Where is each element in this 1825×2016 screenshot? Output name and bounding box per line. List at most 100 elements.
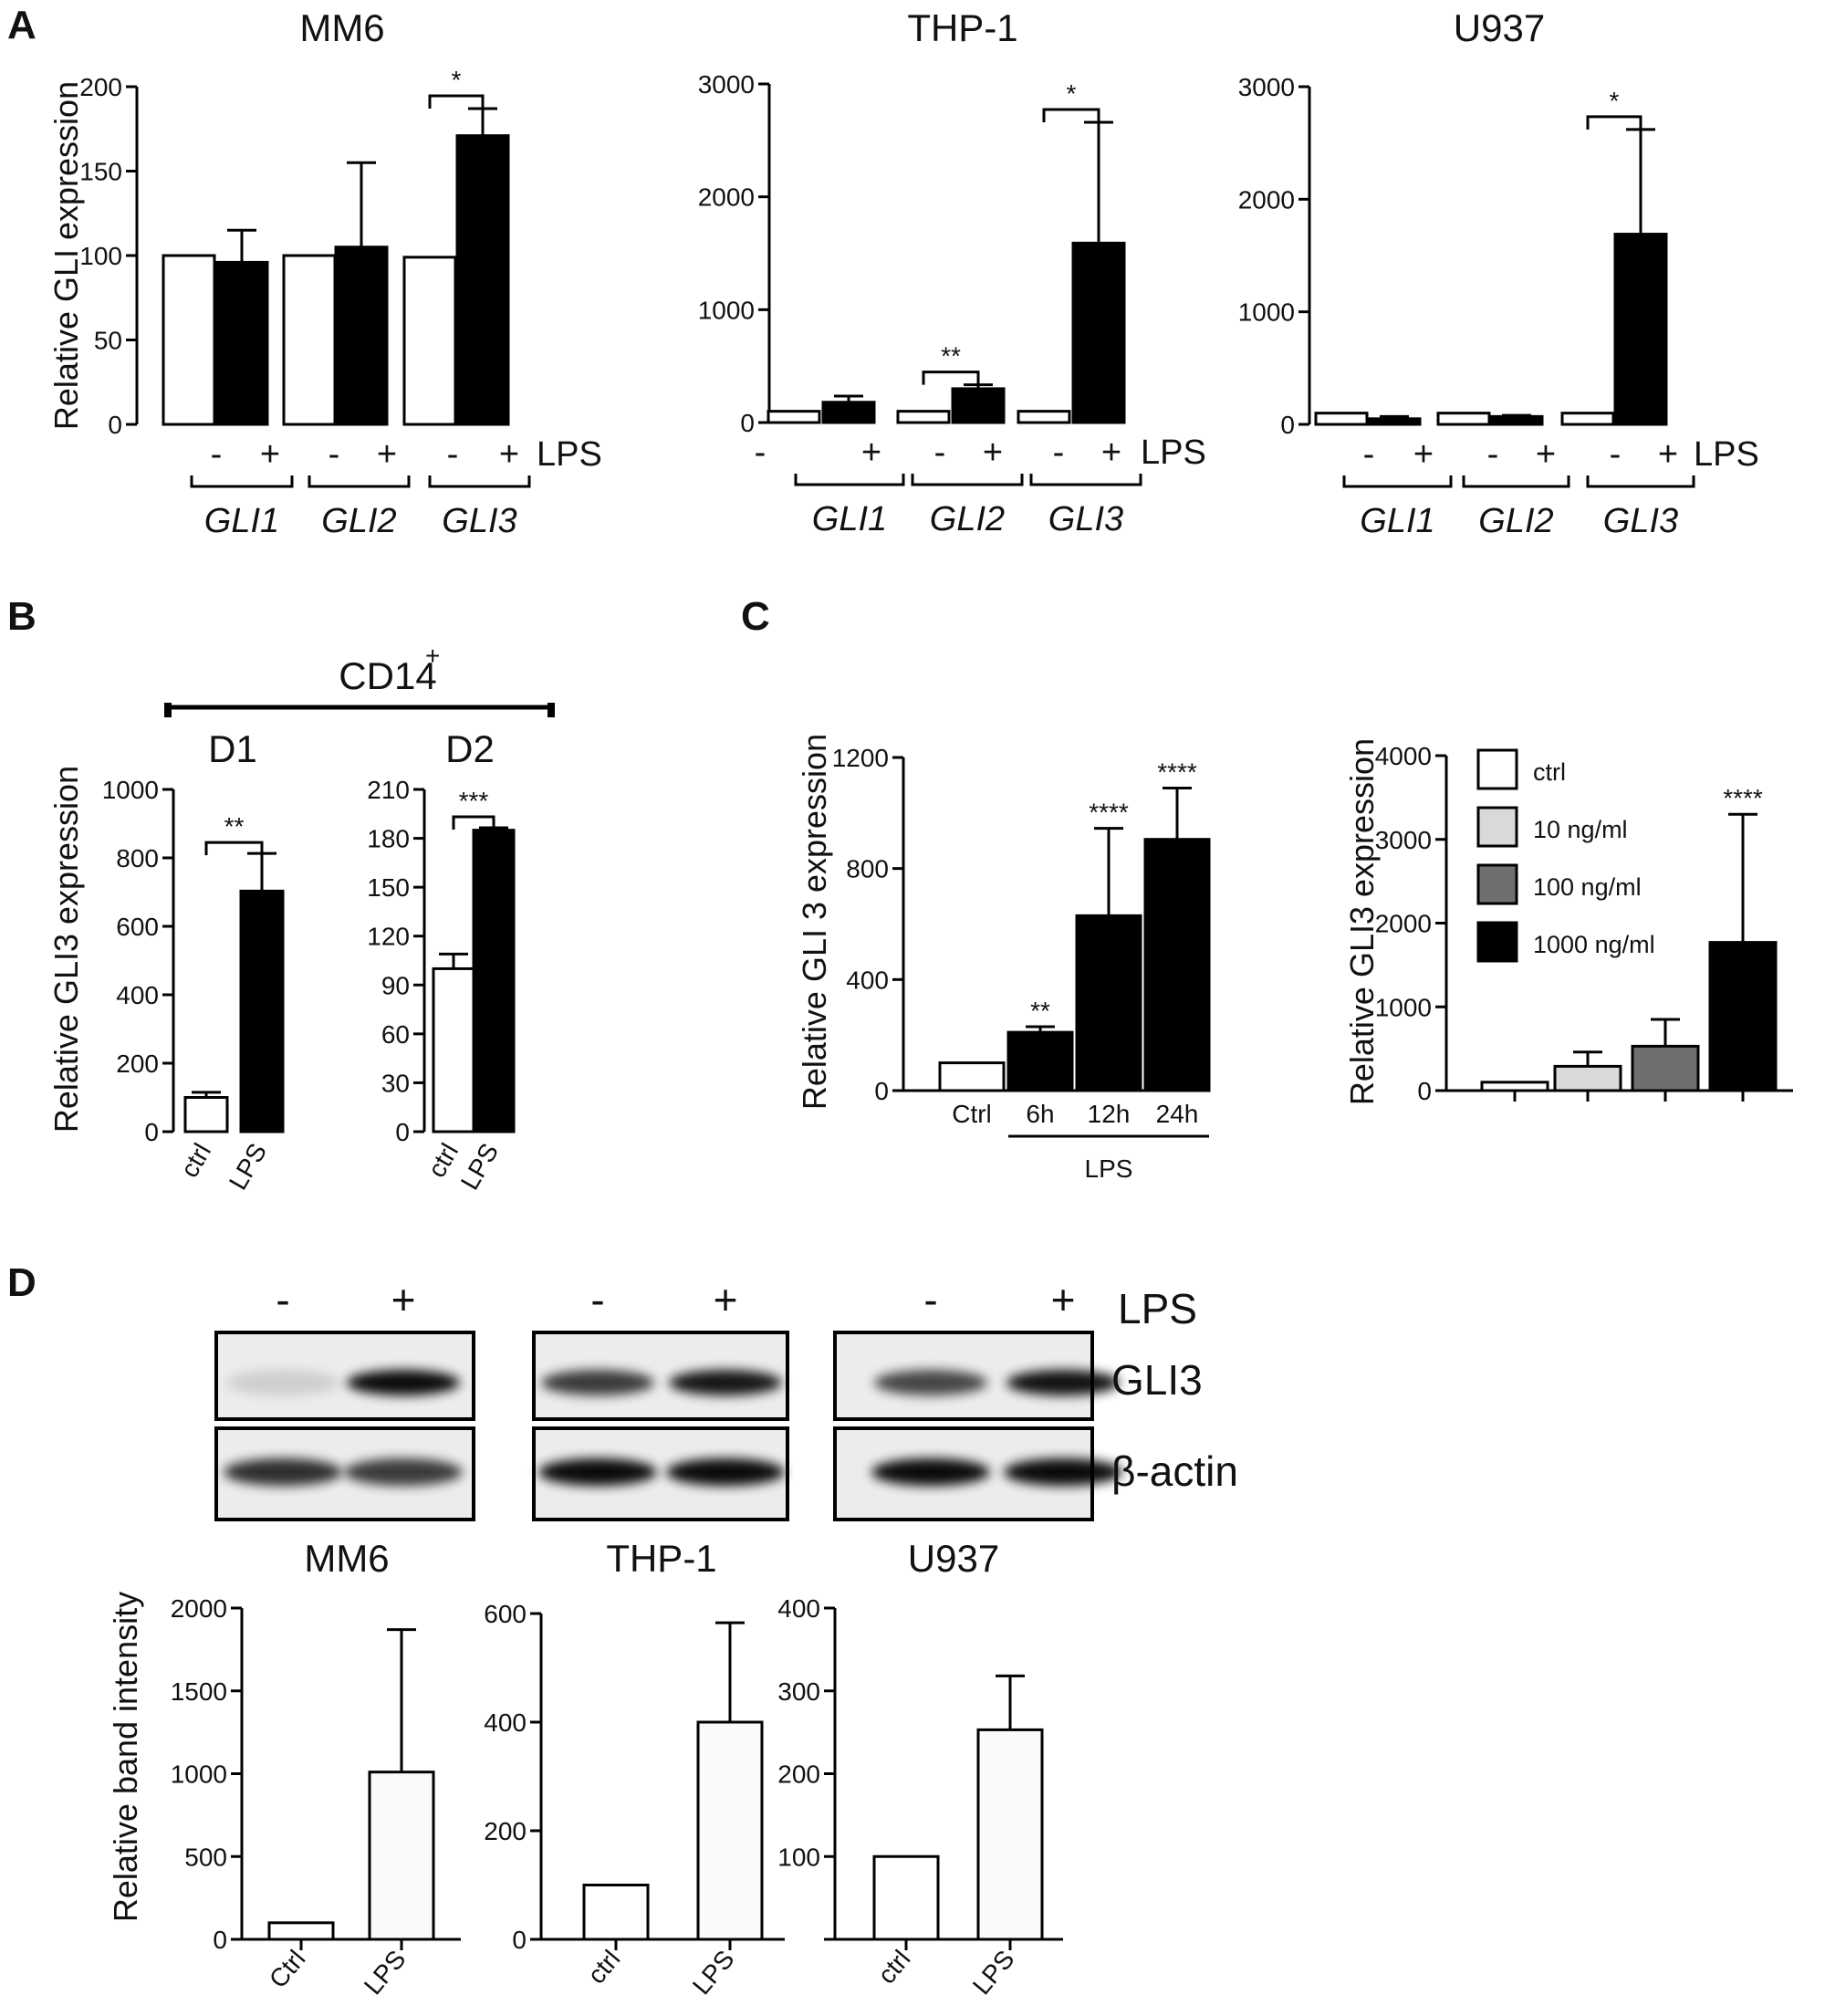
group-label: GLI1 bbox=[204, 502, 279, 540]
y-tick-label: 60 bbox=[381, 1020, 410, 1049]
bar bbox=[1489, 414, 1544, 426]
y-tick-label: 200 bbox=[484, 1817, 527, 1845]
y-axis-label: Relative GLI3 expression bbox=[47, 766, 85, 1133]
treatment-sign: - bbox=[1610, 435, 1622, 474]
actin-band bbox=[344, 1458, 463, 1486]
chart-d-u937: U937 100 200 300 400 ctrl LPS bbox=[777, 1537, 1063, 2000]
y-axis-label: Relative GLI expression bbox=[47, 81, 85, 430]
bar bbox=[976, 1728, 1044, 1941]
x-tick-label: LPS bbox=[359, 1945, 412, 2000]
header-bracket-end bbox=[548, 703, 555, 717]
significance-bracket bbox=[1586, 115, 1642, 130]
panel-label-c: C bbox=[741, 594, 770, 639]
bar bbox=[402, 256, 457, 426]
legend-label: 10 ng/ml bbox=[1533, 816, 1628, 843]
bar bbox=[1631, 1044, 1700, 1092]
treatment-sign: + bbox=[1051, 1276, 1076, 1323]
bar bbox=[1436, 412, 1491, 426]
treatment-sign: + bbox=[260, 435, 280, 474]
gli3-band bbox=[541, 1370, 654, 1395]
x-tick-label: 24h bbox=[1156, 1100, 1199, 1128]
bar bbox=[1314, 412, 1369, 426]
row-label-actin: β-actin bbox=[1111, 1447, 1238, 1495]
y-tick-label: 0 bbox=[395, 1118, 410, 1146]
treatment-label: LPS bbox=[1141, 433, 1206, 472]
y-tick-label: 0 bbox=[1417, 1077, 1432, 1105]
treatment-sign: + bbox=[1658, 435, 1678, 474]
group-bracket bbox=[1462, 475, 1570, 488]
bar bbox=[1143, 838, 1211, 1092]
bar bbox=[1708, 941, 1778, 1092]
bar bbox=[472, 829, 516, 1133]
bar bbox=[239, 889, 285, 1133]
gli3-band bbox=[226, 1370, 339, 1395]
bar bbox=[162, 254, 216, 426]
significance-label: * bbox=[1067, 79, 1077, 108]
bar bbox=[938, 1061, 1006, 1092]
group-bracket bbox=[428, 475, 531, 488]
significance-bracket bbox=[452, 815, 495, 830]
y-tick-label: 800 bbox=[846, 855, 889, 883]
chart-title: U937 bbox=[908, 1537, 999, 1580]
subchart-title: D1 bbox=[208, 727, 257, 770]
y-tick-label: 200 bbox=[79, 73, 122, 101]
group-label: GLI3 bbox=[442, 502, 516, 540]
panel-label-a: A bbox=[7, 3, 36, 47]
legend-swatch bbox=[1476, 863, 1518, 905]
bar bbox=[282, 254, 337, 426]
y-tick-label: 1000 bbox=[1238, 298, 1295, 327]
y-tick-label: 1000 bbox=[1375, 993, 1432, 1021]
treatment-sign: - bbox=[447, 435, 459, 474]
treatment-label: LPS bbox=[537, 435, 602, 474]
y-tick-label: 500 bbox=[184, 1843, 227, 1871]
y-tick-label: 30 bbox=[381, 1069, 410, 1097]
group-bracket bbox=[794, 474, 905, 486]
significance-bracket bbox=[922, 371, 980, 385]
group-label: GLI2 bbox=[321, 502, 396, 540]
legend-swatch bbox=[1476, 921, 1518, 963]
treatment-sign: - bbox=[1363, 435, 1375, 474]
treatment-sign: - bbox=[1053, 433, 1065, 472]
gli3-band bbox=[874, 1370, 987, 1395]
chart-d-mm6: MM6 Relative band intensity 0 500 1000 1500 20… bbox=[107, 1537, 461, 2000]
western-blot: - + - + - + LPS GLI3 β-actin bbox=[214, 1276, 1238, 1521]
bar bbox=[267, 1921, 335, 1941]
chart-title: MM6 bbox=[299, 6, 384, 49]
treatment-sign: + bbox=[1101, 433, 1121, 472]
treatment-sign: + bbox=[499, 435, 519, 474]
y-tick-label: 2000 bbox=[1238, 185, 1295, 214]
significance-label: **** bbox=[1723, 784, 1763, 812]
bar bbox=[1071, 241, 1126, 424]
y-tick-label: 1000 bbox=[102, 776, 159, 804]
bar bbox=[1553, 1064, 1622, 1092]
y-tick-label: 400 bbox=[846, 966, 889, 994]
bar bbox=[455, 134, 510, 426]
y-tick-label: 400 bbox=[777, 1594, 820, 1623]
bar bbox=[1006, 1030, 1074, 1092]
group-label: GLI2 bbox=[930, 500, 1005, 538]
treatment-sign: - bbox=[1487, 435, 1499, 474]
group-bracket bbox=[308, 475, 411, 488]
treatment-sign: + bbox=[377, 435, 397, 474]
y-tick-label: 2000 bbox=[698, 183, 755, 212]
chart-title: THP-1 bbox=[606, 1537, 716, 1580]
significance-label: ** bbox=[941, 342, 961, 371]
y-tick-label: 0 bbox=[874, 1077, 889, 1105]
y-axis-label: Relative GLI3 expression bbox=[1343, 738, 1381, 1105]
y-tick-label: 0 bbox=[213, 1926, 227, 1954]
x-tick-label: Ctrl bbox=[264, 1945, 311, 1993]
y-tick-label: 150 bbox=[79, 158, 122, 186]
y-axis-label: Relative band intensity bbox=[107, 1592, 144, 1922]
x-tick-label: ctrl bbox=[582, 1945, 626, 1990]
treatment-sign: + bbox=[1536, 435, 1556, 474]
panel-label-b: B bbox=[7, 594, 36, 639]
x-tick-label: LPS bbox=[967, 1945, 1020, 2000]
x-tick-label: 12h bbox=[1088, 1100, 1131, 1128]
treatment-label: LPS bbox=[1118, 1285, 1197, 1332]
x-tick-label: LPS bbox=[455, 1139, 504, 1195]
bar bbox=[1613, 233, 1668, 426]
x-tick-label: LPS bbox=[687, 1945, 740, 2000]
actin-band bbox=[224, 1458, 342, 1486]
x-tick-label: ctrl bbox=[175, 1139, 217, 1183]
chart-title: MM6 bbox=[304, 1537, 389, 1580]
